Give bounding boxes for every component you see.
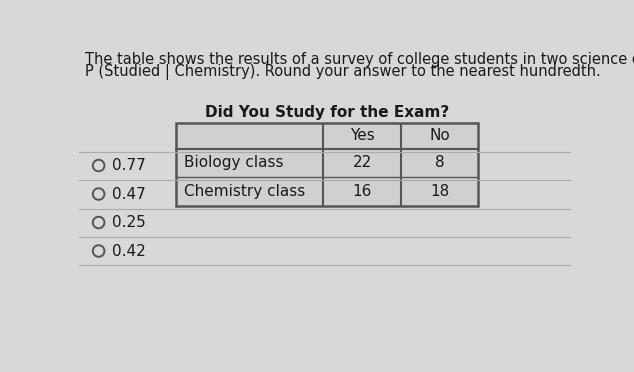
Text: 22: 22 [353,155,372,170]
Text: 18: 18 [430,184,450,199]
Text: Did You Study for the Exam?: Did You Study for the Exam? [205,105,450,120]
Text: 0.42: 0.42 [112,244,146,259]
Text: 0.25: 0.25 [112,215,146,230]
Text: 0.77: 0.77 [112,158,146,173]
Text: Yes: Yes [350,128,375,143]
Text: Chemistry class: Chemistry class [184,184,305,199]
Text: Biology class: Biology class [184,155,283,170]
Text: No: No [429,128,450,143]
Text: 16: 16 [353,184,372,199]
Bar [176,123,479,206]
Text: 0.47: 0.47 [112,186,146,202]
Text: The table shows the results of a survey of college students in two science class: The table shows the results of a survey … [86,52,634,67]
Text: 8: 8 [435,155,444,170]
Text: P (Studied | Chemistry). Round your answer to the nearest hundredth.: P (Studied | Chemistry). Round your answ… [86,64,601,80]
